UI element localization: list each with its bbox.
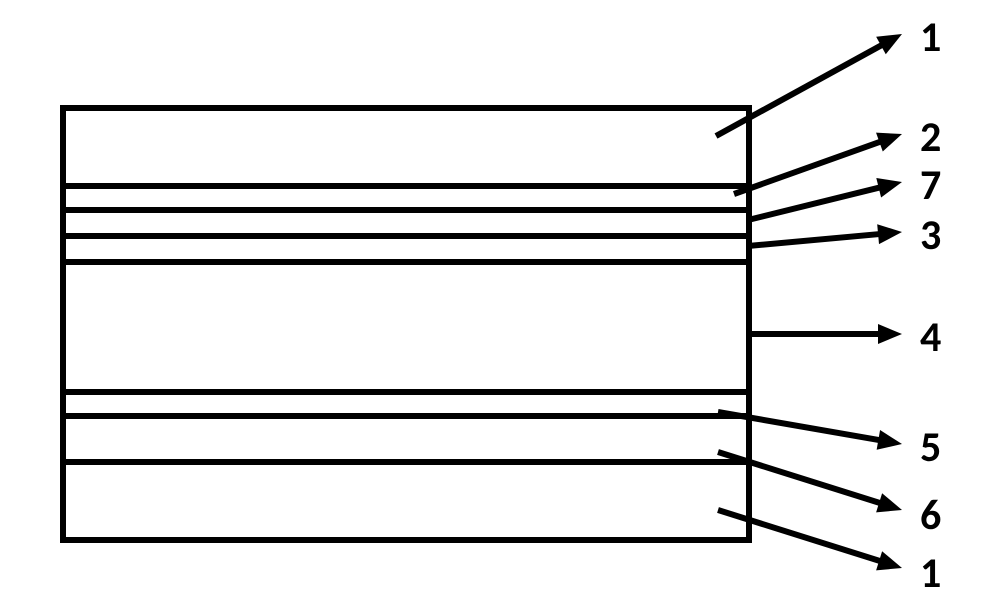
- layer-5: [66, 395, 746, 419]
- callout-label-2: 2: [920, 112, 941, 163]
- layer-1-top: [66, 111, 746, 189]
- layer-4: [66, 265, 746, 395]
- callout-label-5: 5: [920, 422, 941, 473]
- layer-3: [66, 239, 746, 265]
- layer-1-bottom: [66, 465, 746, 543]
- callout-label-1-top: 1: [920, 12, 941, 63]
- callout-label-3: 3: [920, 210, 941, 261]
- layer-7: [66, 213, 746, 239]
- callout-label-4: 4: [920, 312, 941, 363]
- layer-6: [66, 419, 746, 465]
- layer-stack: [60, 105, 752, 543]
- callout-label-7: 7: [920, 160, 941, 211]
- layer-2: [66, 189, 746, 213]
- callout-label-6: 6: [920, 490, 941, 541]
- callout-label-1-bottom: 1: [920, 548, 941, 599]
- diagram-container: { "diagram": { "type": "layered-stack", …: [0, 0, 1000, 593]
